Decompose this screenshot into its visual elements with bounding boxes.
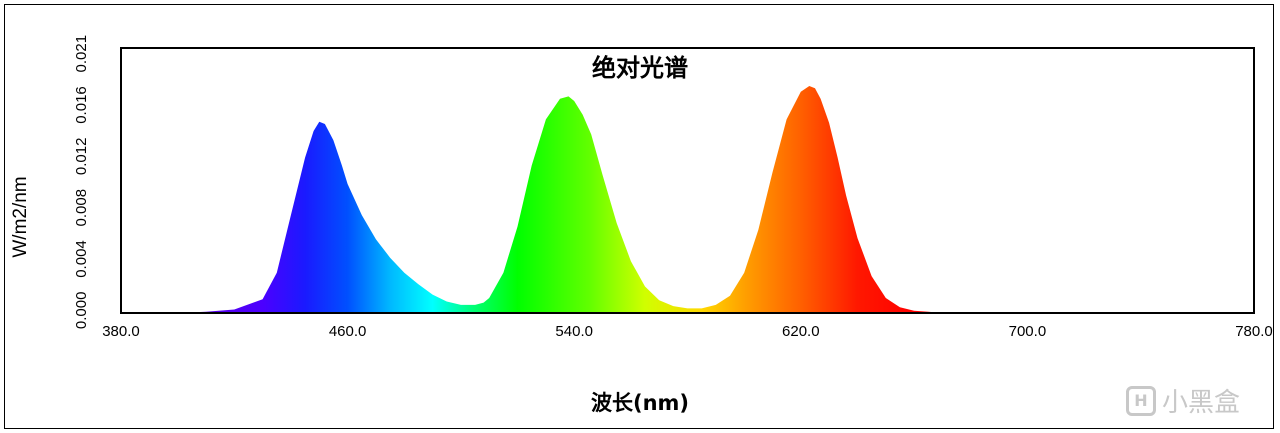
y-tick-label: 0.016 — [73, 86, 90, 124]
x-axis-label: 波长(nm) — [591, 391, 689, 415]
watermark: H 小黑盒 — [1125, 382, 1240, 419]
watermark-text: 小黑盒 — [1161, 388, 1240, 418]
plot-border — [120, 47, 1255, 314]
x-tick-label: 700.0 — [1009, 323, 1047, 340]
y-tick-label: 0.021 — [73, 35, 90, 73]
chart-title: 绝对光谱 — [592, 54, 688, 82]
x-tick-label: 780.0 — [1235, 323, 1273, 340]
x-tick-label: 540.0 — [555, 323, 593, 340]
y-tick-label: 0.004 — [73, 240, 90, 278]
x-tick-label: 460.0 — [329, 323, 367, 340]
y-tick-label: 0.012 — [73, 138, 90, 176]
y-tick-label: 0.008 — [73, 189, 90, 227]
spectrum-area-series-0 — [121, 86, 1254, 313]
chart-frame — [4, 4, 1274, 429]
y-axis-label: W/m2/nm — [10, 176, 31, 257]
watermark-logo-icon: H — [1125, 385, 1156, 416]
x-tick-label: 620.0 — [782, 323, 820, 340]
x-tick-label: 380.0 — [102, 323, 140, 340]
y-tick-label: 0.000 — [73, 292, 90, 330]
